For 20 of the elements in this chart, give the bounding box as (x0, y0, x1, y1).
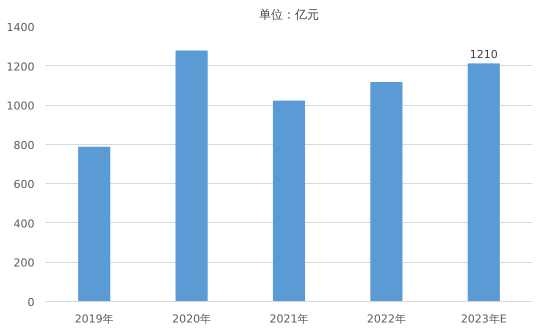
y-tick-label: 0 (28, 296, 34, 309)
bar (78, 146, 110, 302)
y-tick-label: 1200 (6, 60, 35, 74)
x-tick-label: 2020年 (172, 312, 212, 326)
bar (272, 100, 306, 302)
chart-title: 单位：亿元 (259, 8, 319, 22)
y-tick-label: 200 (14, 256, 35, 270)
x-tick-label: 2019年 (74, 312, 114, 326)
bar (370, 82, 402, 302)
y-tick-label: 1400 (6, 21, 35, 34)
x-tick-label: 2021年 (270, 312, 309, 326)
bar (468, 63, 500, 302)
x-tick-label: 2023年E (460, 312, 507, 326)
data-label: 1210 (470, 48, 498, 61)
y-tick-label: 600 (14, 178, 35, 192)
y-tick-label: 800 (14, 138, 35, 152)
y-tick-label: 400 (14, 217, 35, 230)
bar (176, 50, 208, 302)
y-tick-label: 1000 (6, 100, 35, 113)
x-tick-label: 2022年 (366, 312, 406, 326)
